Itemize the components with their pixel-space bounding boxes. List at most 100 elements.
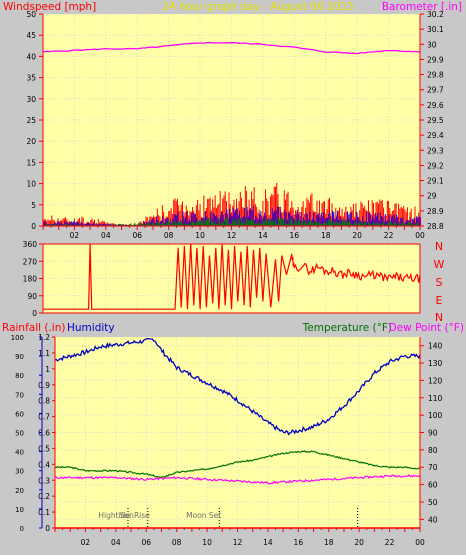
rainfall-axis-title: Rainfall (.in) (2, 322, 65, 334)
temp-x-tick-label: 02 (81, 538, 91, 547)
rain-tick-label: 1.2 (38, 333, 50, 342)
barometer-tick-label: 29.2 (427, 161, 444, 170)
rain-tick-label: 0.7 (38, 413, 50, 422)
direction-tick-label: 90 (27, 292, 37, 301)
wind-x-tick-label: 12 (227, 231, 237, 240)
wind-left-tick-label: 40 (26, 52, 36, 61)
rain-tick-label: 0.8 (38, 397, 50, 406)
temp-x-tick-label: 08 (172, 538, 182, 547)
compass-label: E (436, 294, 443, 307)
humidity-line (54, 338, 421, 436)
humidity-axis-title: Humidity (67, 322, 115, 334)
humidity-tick-label: 80 (15, 372, 24, 380)
compass-label: W (434, 258, 445, 271)
wind-x-tick-label: 14 (258, 231, 268, 240)
barometer-tick-label: 28.9 (427, 207, 444, 216)
wind-left-tick-label: 15 (26, 158, 36, 167)
temp-tick-label: 70 (428, 463, 438, 472)
wind-x-tick-label: 10 (195, 231, 205, 240)
barometer-tick-label: 29.5 (427, 116, 444, 125)
temp-tick-label: 120 (428, 376, 443, 385)
temp-tick-label: 50 (428, 498, 438, 507)
barometer-tick-label: 29.4 (427, 131, 444, 140)
barometer-tick-label: 30.2 (427, 10, 444, 19)
wind-left-tick-label: 30 (26, 95, 36, 104)
rain-tick-label: 0.9 (38, 381, 50, 390)
wind-x-tick-label: 22 (384, 231, 394, 240)
temp-tick-label: 80 (428, 446, 438, 455)
temp-x-tick-label: 18 (324, 538, 334, 547)
temp-tick-label: 130 (428, 359, 443, 368)
wind-left-tick-label: 50 (26, 10, 36, 19)
rain-tick-label: 0.6 (38, 429, 50, 438)
temp-x-tick-label: 20 (354, 538, 364, 547)
temp-tick-label: 90 (428, 429, 438, 438)
wind-x-tick-label: 20 (352, 231, 362, 240)
humidity-tick-label: 20 (15, 487, 24, 495)
dewpoint-axis-title: Dew Point (°F) (389, 322, 464, 334)
rain-tick-label: 0 (45, 524, 50, 533)
humidity-tick-label: 10 (15, 506, 24, 514)
rain-tick-label: 0.5 (38, 444, 50, 453)
barometer-tick-label: 28.8 (427, 222, 444, 231)
rain-tick-label: 1.1 (38, 349, 50, 358)
humidity-tick-label: 100 (11, 334, 24, 342)
barometer-tick-label: 29.6 (427, 101, 444, 110)
humidity-tick-label: 70 (15, 391, 24, 399)
barometer-tick-label: 29.7 (427, 86, 444, 95)
wind-x-tick-label: 06 (132, 231, 142, 240)
wind-x-tick-label: 02 (70, 231, 80, 240)
barometer-tick-label: 29.3 (427, 146, 444, 155)
temp-tick-label: 100 (428, 411, 443, 420)
temp-tick-label: 140 (428, 342, 443, 351)
temperature-line (54, 450, 421, 478)
compass-label: N (435, 240, 443, 253)
humidity-tick-label: 40 (15, 449, 24, 457)
wind-left-tick-label: 45 (26, 31, 36, 40)
wind-left-tick-label: 25 (26, 116, 36, 125)
temperature-axis-title: Temperature (°F) (302, 322, 392, 334)
barometer-tick-label: 30 (427, 40, 437, 49)
direction-tick-label: 270 (23, 257, 38, 266)
temp-x-tick-label: 16 (294, 538, 304, 547)
direction-tick-label: 0 (32, 309, 37, 318)
wind-left-tick-label: 10 (26, 180, 36, 189)
rain-tick-label: 0.2 (38, 492, 50, 501)
direction-tick-label: 180 (23, 275, 38, 284)
rain-tick-label: 0.3 (38, 476, 50, 485)
compass-label: S (436, 276, 443, 289)
barometer-tick-label: 30.1 (427, 25, 444, 34)
barometer-line (42, 41, 421, 55)
event-label: Moon Set (186, 511, 221, 520)
wind-left-tick-label: 35 (26, 74, 36, 83)
humidity-tick-label: 60 (15, 410, 24, 418)
wind-direction-line (43, 243, 421, 310)
temp-tick-label: 40 (428, 515, 438, 524)
rain-tick-label: 1 (45, 365, 50, 374)
graph-title: 24 hour graph day - August 06 2023 (162, 1, 353, 13)
direction-tick-label: 360 (23, 240, 38, 249)
temp-x-tick-label: 22 (385, 538, 395, 547)
windspeed-axis-title: Windspeed [mph] (3, 1, 96, 13)
temp-tick-label: 110 (428, 394, 443, 403)
humidity-tick-label: 90 (15, 353, 24, 361)
wind-x-tick-label: 18 (321, 231, 331, 240)
barometer-axis-title: Barometer [.in] (382, 1, 462, 13)
humidity-tick-label: 30 (15, 468, 24, 476)
event-label: SunRise (120, 511, 150, 520)
temp-x-tick-label: 12 (233, 538, 243, 547)
rain-tick-label: 0.1 (38, 508, 50, 517)
temp-x-tick-label: 04 (111, 538, 121, 547)
wind-panel: 0 5 10 15 20 25 30 35 40 45 50 28.8 28.9 29 29.1 29.2 2… (26, 10, 443, 240)
temp-tick-label: 60 (428, 481, 438, 490)
wind-left-tick-label: 20 (26, 137, 36, 146)
compass-label: N (435, 311, 443, 324)
humidity-tick-label: 50 (15, 430, 24, 438)
temp-x-tick-label: 00 (415, 538, 425, 547)
dewpoint-line (54, 474, 421, 485)
temp-x-tick-label: 14 (263, 538, 273, 547)
barometer-tick-label: 29 (427, 192, 437, 201)
temp-x-tick-label: 06 (141, 538, 151, 547)
